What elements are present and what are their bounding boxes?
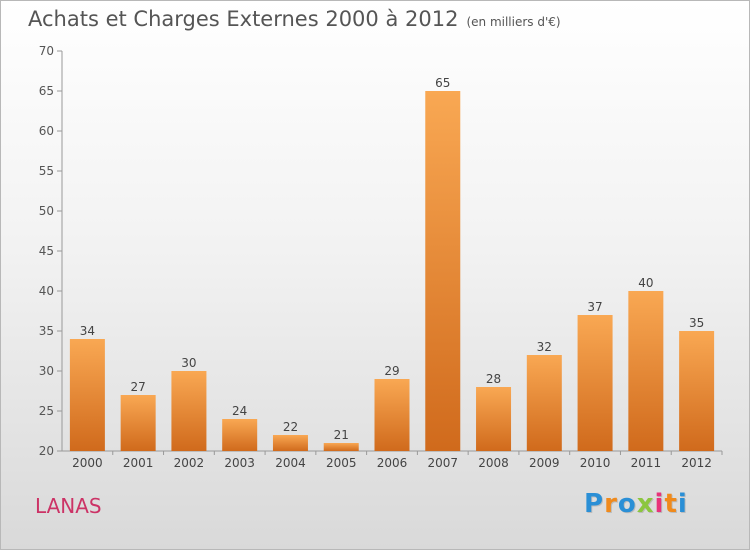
y-tick-label: 45 (39, 244, 54, 258)
logo-letter: i (677, 489, 688, 519)
bar-2012 (679, 331, 715, 451)
y-tick-label: 60 (39, 124, 54, 138)
x-tick-label-2007: 2007 (427, 456, 458, 470)
bar-2011 (628, 291, 664, 451)
data-label-2001: 27 (131, 380, 146, 394)
bar-2007 (425, 91, 461, 451)
data-label-2010: 37 (587, 300, 602, 314)
y-tick-label: 30 (39, 364, 54, 378)
x-tick-label-2002: 2002 (174, 456, 205, 470)
data-label-2003: 24 (232, 404, 247, 418)
chart-title-text: Achats et Charges Externes 2000 à 2012 (28, 7, 459, 31)
x-tick-label-2004: 2004 (275, 456, 306, 470)
data-label-2004: 22 (283, 420, 298, 434)
data-label-2012: 35 (689, 316, 704, 330)
data-label-2009: 32 (537, 340, 552, 354)
x-tick-label-2008: 2008 (478, 456, 509, 470)
logo-letter: r (604, 489, 618, 519)
y-tick-label: 50 (39, 204, 54, 218)
logo-letter: P (584, 489, 605, 519)
bar-2010 (577, 315, 613, 451)
bar-2003 (222, 419, 258, 451)
bar-2005 (323, 443, 359, 451)
bar-2009 (526, 355, 562, 451)
axes: 20 25 30 35 40 45 50 55 60 65 70 (39, 44, 723, 458)
bar-2000 (69, 339, 105, 451)
data-labels-group: 34 2000 27 2001 30 2002 24 2003 22 2004 21 2005 29 20… (72, 76, 712, 470)
bar-2001 (120, 395, 156, 451)
x-tick-label-2011: 2011 (631, 456, 662, 470)
y-tick-label: 65 (39, 84, 54, 98)
proxiti-logo[interactable]: Proxiti (584, 489, 688, 519)
y-tick-label: 70 (39, 44, 54, 58)
x-tick-label-2012: 2012 (681, 456, 712, 470)
bar-2002 (171, 371, 207, 451)
place-name: LANAS (35, 494, 102, 518)
x-tick-label-2003: 2003 (224, 456, 255, 470)
y-tick-label: 40 (39, 284, 54, 298)
y-tick-label: 25 (39, 404, 54, 418)
bar-2006 (374, 379, 410, 451)
bar-2008 (476, 387, 512, 451)
x-tick-label-2010: 2010 (580, 456, 611, 470)
logo-letter: x (636, 489, 655, 519)
y-tick-label: 55 (39, 164, 54, 178)
bar-2004 (272, 435, 308, 451)
x-tick-label-2005: 2005 (326, 456, 357, 470)
data-label-2008: 28 (486, 372, 501, 386)
data-label-2000: 34 (80, 324, 95, 338)
data-label-2011: 40 (638, 276, 653, 290)
x-tick-label-2000: 2000 (72, 456, 103, 470)
data-label-2002: 30 (181, 356, 196, 370)
bars-group (69, 91, 715, 451)
y-tick-label: 35 (39, 324, 54, 338)
logo-letter: t (664, 489, 678, 519)
logo-letter: i (654, 489, 665, 519)
x-tick-label-2001: 2001 (123, 456, 154, 470)
data-label-2007: 65 (435, 76, 450, 90)
data-label-2005: 21 (334, 428, 349, 442)
x-tick-label-2009: 2009 (529, 456, 560, 470)
y-tick-label: 20 (39, 444, 54, 458)
data-label-2006: 29 (384, 364, 399, 378)
chart-title: Achats et Charges Externes 2000 à 2012 (e… (28, 7, 561, 31)
x-tick-label-2006: 2006 (377, 456, 408, 470)
logo-letter: o (617, 489, 637, 519)
chart-unit-label: (en milliers d'€) (466, 15, 561, 29)
